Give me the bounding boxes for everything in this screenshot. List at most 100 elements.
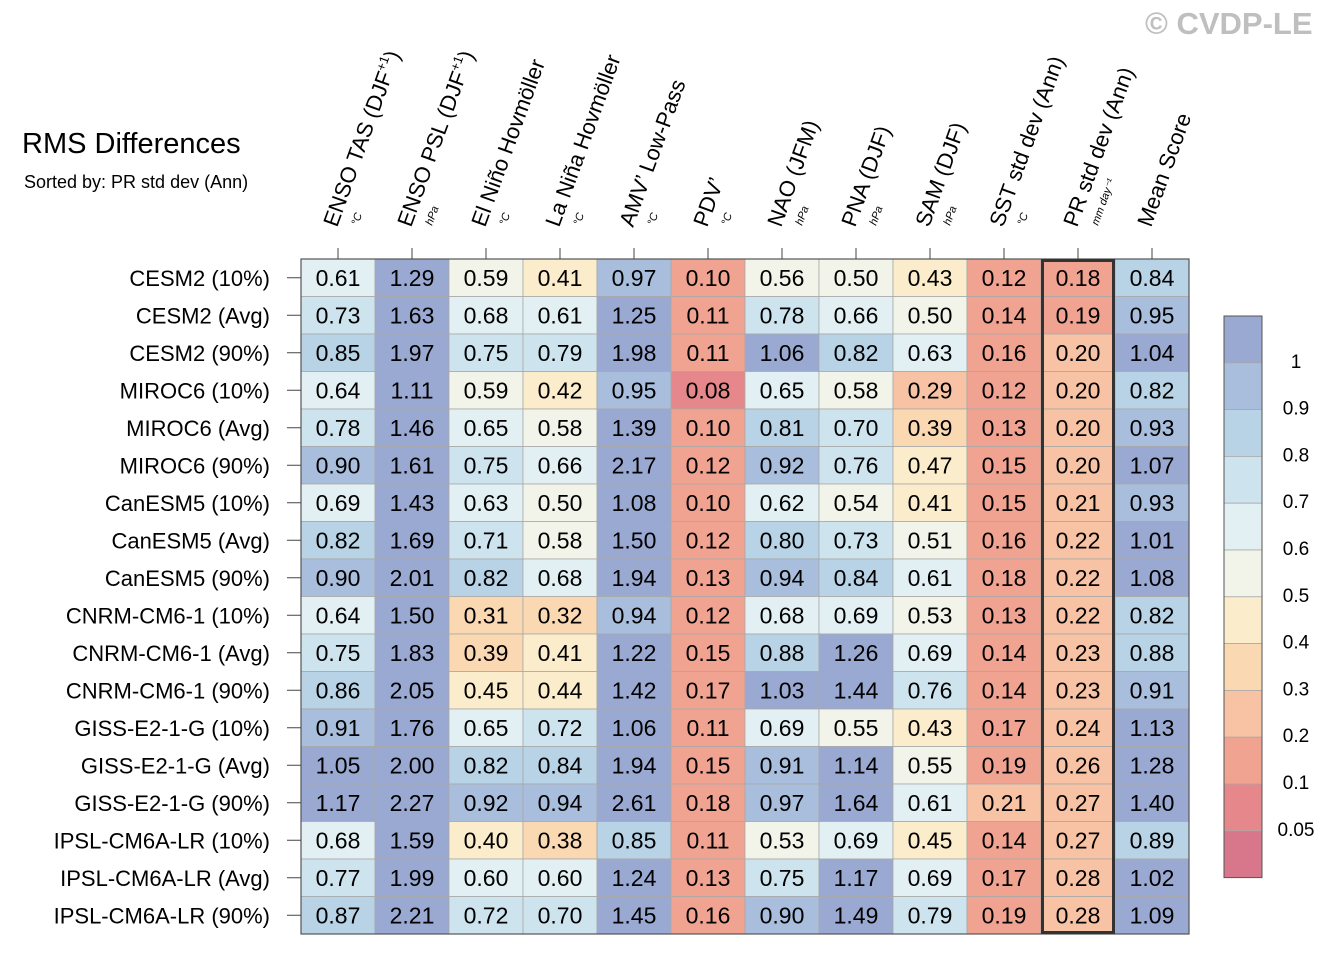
- heatmap-cell: [522, 858, 598, 897]
- heatmap-cell: [374, 596, 450, 635]
- heatmap-cell: [670, 333, 746, 372]
- cell-value: 0.72: [464, 902, 509, 928]
- row-label: IPSL-CM6A-LR (10%): [54, 828, 270, 853]
- cell-value: 1.29: [390, 265, 435, 291]
- heatmap-cell: [892, 596, 968, 635]
- cell-value: 0.18: [1056, 265, 1101, 291]
- cell-value: 0.92: [760, 452, 805, 478]
- column-label: SAM (DJF): [910, 119, 971, 230]
- cell-value: 1.50: [612, 527, 657, 553]
- cell-value: 2.21: [390, 902, 435, 928]
- cell-value: 0.56: [760, 265, 805, 291]
- heatmap-cell: [892, 446, 968, 485]
- colorbar-border: [1223, 315, 1263, 879]
- heatmap-cell: [1114, 896, 1190, 935]
- column-unit: hPa: [868, 205, 886, 228]
- colorbar-segment: [1223, 549, 1263, 598]
- heatmap-cell: [1040, 258, 1116, 297]
- column-label: ENSO TAS (DJF+1): [317, 47, 405, 230]
- cell-value: 1.94: [612, 565, 657, 591]
- cell-value: 0.28: [1056, 902, 1101, 928]
- row-label: CNRM-CM6-1 (10%): [66, 603, 270, 628]
- cell-value: 0.16: [982, 527, 1027, 553]
- cell-value: 0.69: [316, 490, 361, 516]
- heatmap-cell: [1040, 483, 1116, 522]
- cell-value: 0.14: [982, 677, 1027, 703]
- cell-value: 0.58: [538, 527, 583, 553]
- heatmap-cell: [744, 783, 820, 822]
- cell-value: 0.90: [760, 902, 805, 928]
- colorbar-label: 1: [1291, 352, 1302, 373]
- heatmap-cell: [892, 296, 968, 335]
- heatmap-cell: [300, 408, 376, 447]
- cell-value: 0.26: [1056, 752, 1101, 778]
- heatmap-cell: [1040, 596, 1116, 635]
- cell-value: 0.55: [908, 752, 953, 778]
- colorbar-segment: [1223, 736, 1263, 785]
- cell-value: 0.11: [686, 715, 729, 741]
- cell-value: 0.61: [908, 790, 953, 816]
- heatmap-cell: [744, 296, 820, 335]
- heatmap-cell: [1040, 896, 1116, 935]
- cell-value: 1.46: [390, 415, 435, 441]
- heatmap-cell: [1114, 483, 1190, 522]
- cell-value: 0.27: [1056, 790, 1101, 816]
- cell-value: 0.29: [908, 377, 953, 403]
- cell-value: 0.69: [908, 865, 953, 891]
- heatmap-cell: [1040, 558, 1116, 597]
- cell-value: 0.86: [316, 677, 361, 703]
- cell-value: 1.24: [612, 865, 657, 891]
- heatmap-cell: [818, 258, 894, 297]
- cell-value: 0.32: [538, 602, 583, 628]
- cell-value: 0.65: [760, 377, 805, 403]
- cell-value: 0.23: [1056, 640, 1101, 666]
- cell-value: 0.68: [316, 827, 361, 853]
- heatmap-cell: [448, 558, 524, 597]
- cell-value: 1.76: [390, 715, 435, 741]
- cell-value: 0.93: [1130, 415, 1175, 441]
- cell-value: 0.76: [908, 677, 953, 703]
- heatmap-cell: [744, 671, 820, 710]
- cell-value: 0.69: [834, 827, 879, 853]
- cell-value: 0.28: [1056, 865, 1101, 891]
- cell-value: 0.91: [760, 752, 805, 778]
- cell-value: 1.26: [834, 640, 879, 666]
- cell-value: 2.00: [390, 752, 435, 778]
- cell-value: 0.15: [686, 752, 731, 778]
- colorbar-segment: [1223, 643, 1263, 691]
- heatmap-cell: [596, 483, 672, 522]
- heatmap-cell: [374, 633, 450, 672]
- cell-value: 1.01: [1130, 527, 1175, 553]
- cell-value: 0.64: [316, 377, 361, 403]
- column-unit: °C: [498, 211, 514, 227]
- heatmap-cell: [670, 821, 746, 860]
- heatmap-cell: [670, 596, 746, 635]
- heatmap-cell: [300, 371, 376, 410]
- heatmap-cell: [300, 671, 376, 710]
- heatmap-cell: [744, 446, 820, 485]
- cell-value: 0.18: [982, 565, 1027, 591]
- heatmap-cell: [448, 783, 524, 822]
- heatmap-cell: [448, 633, 524, 672]
- cell-value: 0.12: [982, 265, 1027, 291]
- heatmap-cell: [892, 783, 968, 822]
- cell-value: 0.63: [464, 490, 509, 516]
- column-label: AMV’ Low-Pass: [614, 76, 690, 230]
- heatmap-cell: [818, 633, 894, 672]
- cell-value: 0.84: [538, 752, 583, 778]
- cell-value: 0.15: [686, 640, 731, 666]
- cell-value: 1.05: [316, 752, 361, 778]
- heatmap-cell: [744, 896, 820, 935]
- heatmap-cell: [670, 896, 746, 935]
- cell-value: 0.76: [834, 452, 879, 478]
- cell-value: 0.82: [1130, 377, 1175, 403]
- cell-value: 0.45: [908, 827, 953, 853]
- heatmap-cell: [670, 746, 746, 785]
- chart-subtitle: Sorted by: PR std dev (Ann): [24, 172, 249, 192]
- cell-value: 0.82: [316, 527, 361, 553]
- cell-value: 0.38: [538, 827, 583, 853]
- cell-value: 1.49: [834, 902, 879, 928]
- row-label: CESM2 (90%): [129, 341, 270, 366]
- heatmap-cell: [892, 708, 968, 747]
- heatmap-cell: [892, 483, 968, 522]
